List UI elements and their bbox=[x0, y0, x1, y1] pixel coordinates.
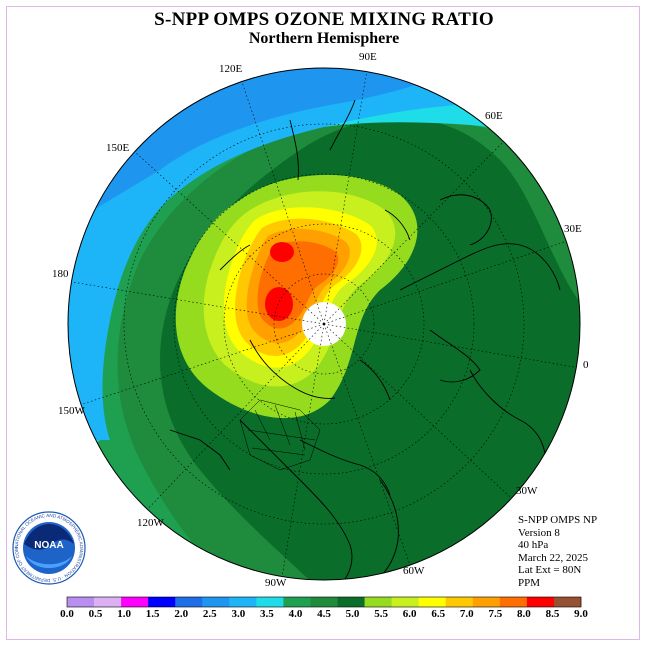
info-date: March 22, 2025 bbox=[518, 551, 588, 564]
field-level-4-5 bbox=[68, 68, 580, 580]
colorbar-tick-label: 0.5 bbox=[88, 608, 103, 620]
colorbar-tick-label: 3.0 bbox=[231, 608, 246, 620]
colorbar-tick-label: 4.0 bbox=[288, 608, 303, 620]
field-max-2 bbox=[265, 287, 293, 321]
lon-label-90w: 90W bbox=[265, 577, 287, 589]
colorbar-tick-label: 6.0 bbox=[402, 608, 417, 620]
colorbar-tick-label: 5.0 bbox=[345, 608, 360, 620]
lon-label-150w: 150W bbox=[58, 405, 85, 417]
map-title: S-NPP OMPS OZONE MIXING RATIO bbox=[154, 9, 494, 30]
colorbar-tick-label: 5.5 bbox=[374, 608, 388, 620]
lon-label-90e: 90E bbox=[359, 51, 377, 63]
colorbar-tick-label: 8.0 bbox=[517, 608, 531, 620]
colorbar-tick-label: 1.0 bbox=[117, 608, 131, 620]
state-borders bbox=[239, 399, 321, 471]
colorbar-tick-label: 2.5 bbox=[202, 608, 217, 620]
lon-label-120e: 120E bbox=[219, 63, 243, 75]
colorbar-tick-label: 3.5 bbox=[260, 608, 274, 620]
info-product: S-NPP OMPS NP bbox=[518, 514, 598, 526]
lon-label-30w: 30W bbox=[516, 485, 538, 497]
map-subtitle: Northern Hemisphere bbox=[248, 30, 400, 47]
colorbar-tick-label: 1.5 bbox=[145, 608, 160, 620]
colorbar-tick-label: 6.5 bbox=[431, 608, 446, 620]
lon-label-0: 0 bbox=[583, 359, 589, 371]
colorbar-tick-label: 7.0 bbox=[459, 608, 474, 620]
colorbar-tick-label: 9.0 bbox=[574, 608, 588, 620]
field-max-1 bbox=[270, 242, 294, 262]
lon-label-60w: 60W bbox=[403, 565, 425, 577]
product-info: S-NPP OMPS NP Version 8 40 hPa March 22,… bbox=[518, 514, 597, 589]
colorbar-tick-label: 8.5 bbox=[545, 608, 560, 620]
colorbar-tick-label: 4.5 bbox=[317, 608, 331, 620]
map-boundary bbox=[67, 67, 581, 581]
info-units: PPM bbox=[518, 576, 541, 589]
info-version: Version 8 bbox=[518, 526, 560, 539]
colorbar-tick-label: 2.0 bbox=[174, 608, 189, 620]
lon-label-120w: 120W bbox=[137, 517, 164, 529]
lon-label-60e: 60E bbox=[485, 110, 503, 122]
image-frame bbox=[6, 6, 640, 640]
field-level-3-0 bbox=[68, 68, 580, 440]
lon-label-150e: 150E bbox=[106, 142, 130, 154]
colorbar-tick-label: 7.5 bbox=[488, 608, 503, 620]
lon-label-180: 180 bbox=[52, 268, 69, 280]
latitude-circles bbox=[123, 123, 525, 525]
lon-label-30e: 30E bbox=[564, 223, 582, 235]
info-lat-extent: Lat Ext = 80N bbox=[518, 564, 582, 576]
info-pressure-level: 40 hPa bbox=[518, 539, 549, 551]
meridians bbox=[71, 69, 580, 578]
colorbar-tick-label: 0.0 bbox=[60, 608, 74, 620]
